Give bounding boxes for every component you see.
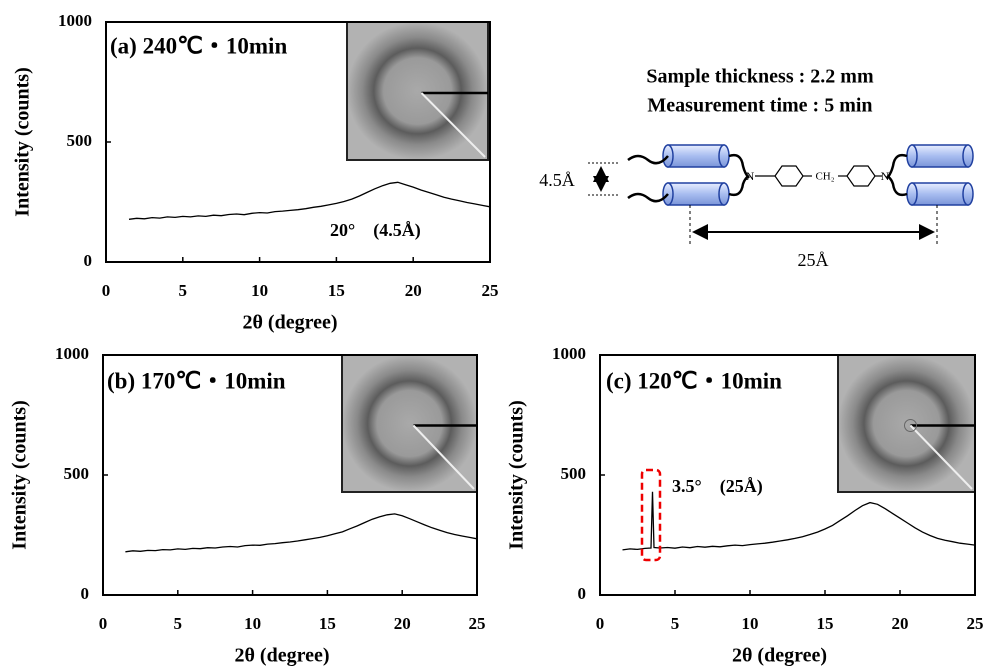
n-atom: N bbox=[881, 169, 890, 183]
chains bbox=[627, 153, 908, 203]
shadow bbox=[909, 424, 973, 490]
data-line bbox=[622, 491, 976, 551]
y-tick-label: 0 bbox=[578, 584, 587, 603]
beam-center bbox=[904, 419, 917, 432]
x-tick-label: 20 bbox=[394, 614, 411, 633]
measurement-time: Measurement time : 5 min bbox=[647, 95, 872, 117]
x-tick-label: 15 bbox=[817, 614, 834, 633]
x-axis-label: 2θ (degree) bbox=[732, 645, 827, 667]
x-tick-label: 25 bbox=[469, 614, 486, 633]
y-tick-label: 500 bbox=[561, 464, 587, 483]
spacing-label: 4.5Å bbox=[539, 170, 575, 190]
thickness: Sample thickness : 2.2 mm bbox=[646, 66, 874, 88]
y-tick-label: 1000 bbox=[58, 11, 92, 30]
n-atom: N bbox=[746, 169, 755, 183]
data-line bbox=[128, 181, 491, 220]
annotation: 3.5° (25Å) bbox=[672, 476, 763, 497]
linker: CH₂ bbox=[815, 171, 834, 183]
chart-title: (b) 170℃・10min bbox=[107, 368, 286, 393]
x-tick-label: 25 bbox=[967, 614, 984, 633]
y-axis-label: Intensity (counts) bbox=[12, 67, 34, 216]
x-tick-label: 0 bbox=[99, 614, 108, 633]
x-tick-label: 20 bbox=[405, 281, 422, 300]
x-tick-label: 15 bbox=[328, 281, 345, 300]
y-tick-label: 0 bbox=[84, 251, 93, 270]
x-tick-label: 10 bbox=[742, 614, 759, 633]
data-line bbox=[125, 513, 478, 553]
y-tick-label: 500 bbox=[64, 464, 90, 483]
rings bbox=[755, 165, 882, 187]
x-tick-label: 5 bbox=[179, 281, 188, 300]
y-tick-label: 500 bbox=[67, 131, 93, 150]
x-tick-label: 25 bbox=[482, 281, 499, 300]
molecule-diagram: Sample thickness : 2.2 mm Measurement ti… bbox=[539, 66, 974, 270]
x-tick-label: 5 bbox=[174, 614, 183, 633]
x-tick-label: 10 bbox=[244, 614, 261, 633]
chart-title: (c) 120℃・10min bbox=[606, 368, 782, 393]
x-tick-label: 10 bbox=[251, 281, 268, 300]
x-tick-label: 15 bbox=[319, 614, 336, 633]
cylinders bbox=[662, 144, 974, 206]
x-tick-label: 0 bbox=[102, 281, 111, 300]
y-axis-label: Intensity (counts) bbox=[506, 400, 528, 549]
x-axis-label: 2θ (degree) bbox=[242, 312, 337, 334]
x-tick-label: 5 bbox=[671, 614, 680, 633]
x-tick-label: 20 bbox=[892, 614, 909, 633]
y-tick-label: 0 bbox=[81, 584, 90, 603]
highlight-box bbox=[640, 468, 662, 562]
x-axis-label: 2θ (degree) bbox=[234, 645, 329, 667]
shadow bbox=[420, 92, 486, 158]
y-tick-label: 1000 bbox=[55, 344, 89, 363]
y-axis-label: Intensity (counts) bbox=[9, 400, 31, 549]
y-tick-label: 1000 bbox=[552, 344, 586, 363]
annotation: 20° (4.5Å) bbox=[330, 220, 421, 241]
chart-title: (a) 240℃・10min bbox=[110, 33, 287, 58]
x-tick-label: 0 bbox=[596, 614, 605, 633]
length-label: 25Å bbox=[798, 250, 829, 270]
shadow bbox=[412, 424, 475, 490]
